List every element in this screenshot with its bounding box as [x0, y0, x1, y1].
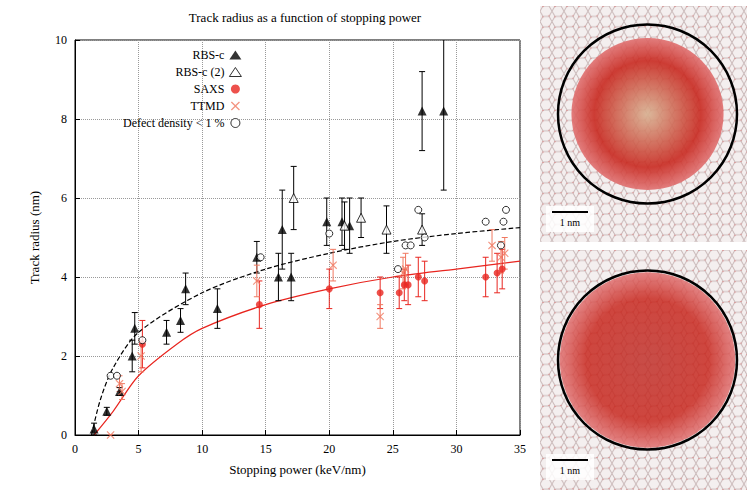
svg-text:8: 8 — [61, 112, 67, 126]
svg-text:1 nm: 1 nm — [560, 465, 581, 476]
svg-text:35: 35 — [514, 442, 526, 456]
svg-text:RBS-c: RBS-c — [192, 48, 224, 62]
svg-text:Stopping power (keV/nm): Stopping power (keV/nm) — [229, 462, 365, 477]
svg-text:10: 10 — [55, 33, 67, 47]
svg-text:30: 30 — [450, 442, 462, 456]
svg-text:10: 10 — [196, 442, 208, 456]
svg-text:20: 20 — [323, 442, 335, 456]
svg-text:4: 4 — [61, 270, 67, 284]
svg-text:2: 2 — [61, 349, 67, 363]
svg-text:1 nm: 1 nm — [560, 217, 581, 228]
svg-text:0: 0 — [61, 428, 67, 442]
svg-text:15: 15 — [260, 442, 272, 456]
svg-text:6: 6 — [61, 191, 67, 205]
svg-text:TTMD: TTMD — [190, 99, 224, 113]
svg-text:RBS-c (2): RBS-c (2) — [175, 65, 224, 79]
svg-text:Track radius (nm): Track radius (nm) — [27, 191, 42, 284]
svg-text:5: 5 — [136, 442, 142, 456]
svg-text:Track radius as a function of: Track radius as a function of stopping p… — [189, 10, 422, 25]
svg-text:Defect density < 1 %: Defect density < 1 % — [123, 116, 224, 130]
svg-text:0: 0 — [72, 442, 78, 456]
svg-text:SAXS: SAXS — [194, 82, 225, 96]
svg-text:25: 25 — [387, 442, 399, 456]
